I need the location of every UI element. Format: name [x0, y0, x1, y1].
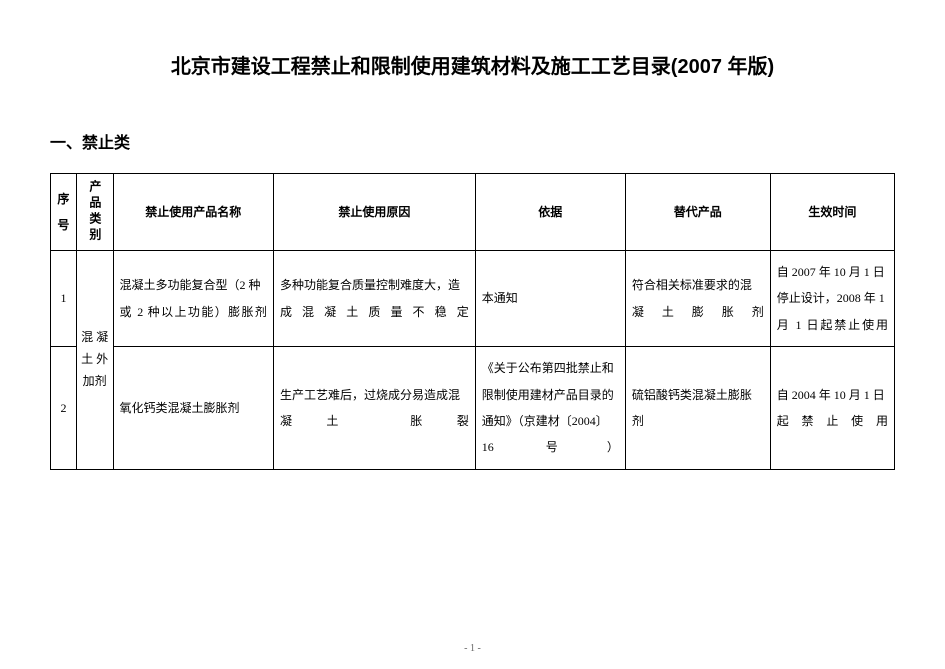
cell-date: 自 2007 年 10 月 1 日停止设计，2008 年 1 月 1 日起禁止使… — [770, 251, 894, 347]
header-substitute: 替代产品 — [625, 174, 770, 251]
document-title: 北京市建设工程禁止和限制使用建筑材料及施工工艺目录(2007 年版) — [50, 50, 895, 79]
page-number: - 1 - — [0, 643, 945, 654]
cell-reason: 生产工艺难后，过烧成分易造成混凝土 胀裂 — [273, 347, 475, 470]
cell-date: 自 2004 年 10 月 1 日起禁止使用 — [770, 347, 894, 470]
header-category: 产品类别 — [76, 174, 113, 251]
cell-substitute: 符合相关标准要求的混凝土膨胀剂 — [625, 251, 770, 347]
cell-substitute: 硫铝酸钙类混凝土膨胀剂 — [625, 347, 770, 470]
table-header-row: 序号 产品类别 禁止使用产品名称 禁止使用原因 依据 替代产品 生效时间 — [51, 174, 895, 251]
cell-reason: 多种功能复合质量控制难度大，造成混凝土质量不稳定 — [273, 251, 475, 347]
cell-seq: 1 — [51, 251, 77, 347]
header-name: 禁止使用产品名称 — [113, 174, 273, 251]
section-heading: 一、禁止类 — [50, 129, 895, 153]
header-reason: 禁止使用原因 — [273, 174, 475, 251]
prohibited-materials-table: 序号 产品类别 禁止使用产品名称 禁止使用原因 依据 替代产品 生效时间 1 混… — [50, 173, 895, 470]
cell-name: 氧化钙类混凝土膨胀剂 — [113, 347, 273, 470]
cell-category: 混 凝 土 外 加剂 — [76, 251, 113, 470]
cell-basis: 《关于公布第四批禁止和限制使用建材产品目录的通知》（京建材〔2004〕16 号） — [475, 347, 625, 470]
header-seq: 序号 — [51, 174, 77, 251]
header-basis: 依据 — [475, 174, 625, 251]
table-row: 1 混 凝 土 外 加剂 混凝土多功能复合型（2 种或 2 种以上功能）膨胀剂 … — [51, 251, 895, 347]
cell-name: 混凝土多功能复合型（2 种或 2 种以上功能）膨胀剂 — [113, 251, 273, 347]
cell-seq: 2 — [51, 347, 77, 470]
header-date: 生效时间 — [770, 174, 894, 251]
cell-basis: 本通知 — [475, 251, 625, 347]
table-row: 2 氧化钙类混凝土膨胀剂 生产工艺难后，过烧成分易造成混凝土 胀裂 《关于公布第… — [51, 347, 895, 470]
